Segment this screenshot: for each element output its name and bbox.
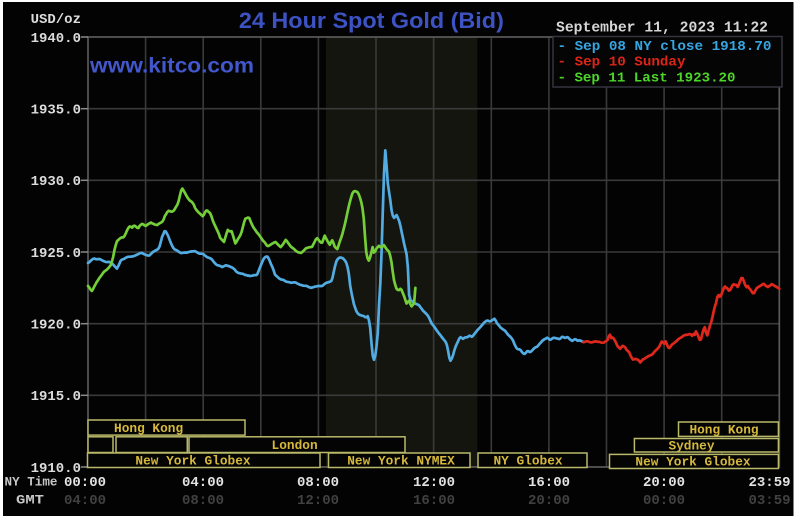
svg-text:NY Globex: NY Globex: [493, 454, 562, 469]
svg-text:- Sep 10 Sunday: - Sep 10 Sunday: [558, 55, 687, 71]
svg-text:16:00: 16:00: [413, 493, 455, 509]
svg-text:New York Globex: New York Globex: [635, 455, 751, 470]
svg-text:Hong Kong: Hong Kong: [689, 423, 758, 438]
svg-text:1925.0: 1925.0: [31, 246, 81, 262]
svg-text:03:59: 03:59: [748, 493, 790, 509]
svg-text:12:00: 12:00: [413, 475, 455, 491]
svg-text:1930.0: 1930.0: [31, 174, 81, 190]
svg-text:USD/oz: USD/oz: [31, 12, 81, 28]
svg-text:1935.0: 1935.0: [31, 103, 81, 119]
svg-text:20:00: 20:00: [528, 493, 570, 509]
svg-text:1920.0: 1920.0: [31, 318, 81, 334]
svg-text:New York NYMEX: New York NYMEX: [347, 454, 455, 469]
svg-text:04:00: 04:00: [64, 493, 106, 509]
svg-text:08:00: 08:00: [182, 493, 224, 509]
svg-text:08:00: 08:00: [297, 475, 339, 491]
svg-text:23:59: 23:59: [748, 475, 790, 491]
svg-text:12:00: 12:00: [297, 493, 339, 509]
svg-text:September 11, 2023 11:22: September 11, 2023 11:22: [556, 21, 768, 37]
svg-text:- Sep 11 Last 1923.20: - Sep 11 Last 1923.20: [558, 70, 736, 86]
svg-text:1915.0: 1915.0: [31, 389, 81, 405]
svg-text:04:00: 04:00: [182, 475, 224, 491]
svg-text:00:00: 00:00: [64, 475, 106, 491]
svg-text:1910.0: 1910.0: [31, 461, 81, 477]
svg-text:London: London: [272, 438, 318, 453]
svg-text:- Sep 08 NY close 1918.70: - Sep 08 NY close 1918.70: [558, 39, 772, 55]
svg-text:1940.0: 1940.0: [31, 31, 81, 47]
svg-text:00:00: 00:00: [643, 493, 685, 509]
svg-text:New York Globex: New York Globex: [135, 454, 251, 469]
svg-text:GMT: GMT: [16, 493, 44, 508]
svg-text:www.kitco.com: www.kitco.com: [89, 54, 254, 77]
svg-text:20:00: 20:00: [643, 475, 685, 491]
svg-text:Hong Kong: Hong Kong: [114, 421, 183, 436]
svg-text:NY Time: NY Time: [5, 475, 58, 490]
svg-text:24 Hour Spot Gold (Bid): 24 Hour Spot Gold (Bid): [239, 8, 504, 33]
svg-text:16:00: 16:00: [528, 475, 570, 491]
svg-text:Sydney: Sydney: [668, 439, 714, 454]
